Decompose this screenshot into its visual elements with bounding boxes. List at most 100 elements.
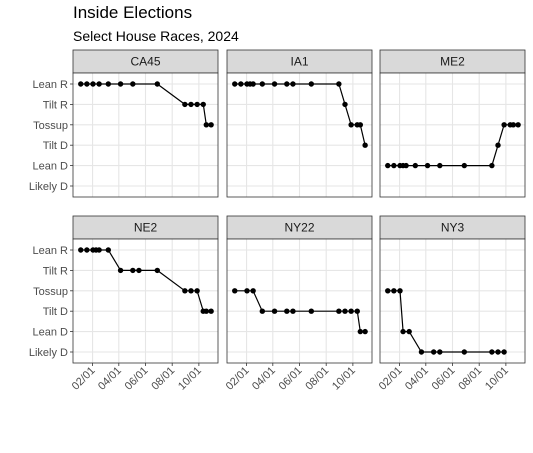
- data-point-ca45: [203, 122, 210, 128]
- data-point-ne2: [208, 308, 214, 314]
- x-tick-label: 10/01: [330, 365, 358, 393]
- facet-strip-label-ca45: CA45: [130, 55, 160, 69]
- data-point-ia1: [348, 122, 354, 128]
- data-point-ny22: [342, 308, 348, 314]
- data-point-ne2: [136, 267, 142, 274]
- y-tick-label: Lean D: [33, 327, 69, 339]
- y-tick-label: Tilt D: [43, 306, 68, 318]
- data-point-ny22: [290, 308, 296, 314]
- data-point-ia1: [290, 81, 296, 87]
- facet-strip-label-ny3: NY3: [441, 221, 465, 235]
- data-point-ny3: [495, 349, 501, 355]
- data-point-ny22: [250, 288, 256, 294]
- x-tick-label: 02/01: [70, 365, 98, 393]
- data-point-ca45: [182, 101, 188, 108]
- chart-title: Inside Elections: [73, 3, 193, 22]
- data-point-ny3: [489, 349, 495, 355]
- y-tick-label: Tilt D: [43, 140, 68, 152]
- data-point-ny3: [406, 328, 412, 335]
- y-tick-label: Lean R: [33, 245, 69, 257]
- y-tick-label: Lean R: [33, 79, 69, 91]
- data-point-me2: [403, 162, 409, 169]
- y-tick-label: Tossup: [33, 286, 68, 298]
- data-point-ia1: [238, 81, 244, 87]
- data-point-ia1: [342, 101, 348, 108]
- data-point-ca45: [90, 81, 96, 87]
- data-point-ca45: [154, 81, 161, 87]
- y-tick-label: Tossup: [33, 120, 68, 132]
- facet-strip-label-me2: ME2: [440, 55, 465, 69]
- data-point-ca45: [200, 101, 206, 108]
- x-tick-label: 06/01: [123, 365, 151, 393]
- data-point-ny22: [284, 308, 290, 314]
- data-point-ca45: [78, 81, 84, 87]
- data-point-ny3: [385, 288, 391, 294]
- data-point-ca45: [188, 101, 194, 108]
- data-point-me2: [385, 162, 391, 169]
- x-tick-label: 04/01: [403, 365, 431, 393]
- x-tick-label: 04/01: [250, 365, 278, 393]
- data-point-ne2: [117, 267, 124, 274]
- y-tick-label: Likely D: [29, 347, 68, 359]
- data-point-me2: [461, 162, 468, 169]
- x-tick-label: 02/01: [224, 365, 252, 393]
- data-point-ny3: [397, 288, 403, 294]
- data-point-ia1: [271, 81, 278, 87]
- data-point-ne2: [203, 308, 210, 314]
- x-tick-label: 06/01: [430, 365, 458, 393]
- x-tick-label: 08/01: [456, 365, 484, 393]
- data-point-ia1: [308, 81, 315, 87]
- data-point-me2: [489, 162, 495, 169]
- data-point-ca45: [208, 122, 214, 128]
- x-tick-label: 10/01: [176, 365, 204, 393]
- x-tick-label: 06/01: [277, 365, 305, 393]
- facet-strip-label-ia1: IA1: [290, 55, 308, 69]
- data-point-ne2: [130, 267, 136, 274]
- data-point-me2: [437, 162, 443, 169]
- data-point-me2: [424, 162, 431, 169]
- data-point-ny3: [437, 349, 443, 355]
- data-point-ne2: [84, 247, 90, 253]
- data-point-ny3: [501, 349, 507, 355]
- y-tick-label: Tilt R: [43, 99, 68, 111]
- panel-border-ia1: [226, 72, 373, 198]
- data-point-ia1: [259, 81, 266, 87]
- data-point-ny22: [259, 308, 266, 314]
- data-point-ny3: [430, 349, 437, 355]
- y-tick-label: Lean D: [33, 161, 69, 173]
- facet-strip-label-ny22: NY22: [284, 221, 314, 235]
- data-point-ny3: [391, 288, 397, 294]
- x-tick-label: 10/01: [483, 365, 511, 393]
- data-point-ny22: [357, 328, 364, 335]
- x-tick-label: 04/01: [96, 365, 124, 393]
- data-point-ne2: [194, 288, 200, 294]
- data-point-ny3: [461, 349, 468, 355]
- data-point-ny22: [308, 308, 315, 314]
- data-point-ne2: [154, 267, 161, 274]
- data-point-me2: [515, 122, 521, 128]
- data-point-ca45: [117, 81, 124, 87]
- data-point-ny22: [232, 288, 238, 294]
- x-tick-label: 02/01: [377, 365, 405, 393]
- data-point-ny3: [400, 328, 406, 335]
- data-point-ny22: [354, 308, 360, 314]
- data-point-ca45: [130, 81, 136, 87]
- data-point-ny22: [362, 328, 368, 335]
- data-point-ca45: [96, 81, 102, 87]
- panel-border-me2: [379, 72, 526, 198]
- x-tick-label: 08/01: [149, 365, 177, 393]
- data-point-ny22: [271, 308, 278, 314]
- data-point-ny3: [418, 349, 425, 355]
- data-point-ne2: [96, 247, 102, 253]
- data-point-me2: [391, 162, 397, 169]
- data-point-ia1: [284, 81, 290, 87]
- chart-subtitle: Select House Races, 2024: [73, 28, 239, 44]
- data-point-ne2: [188, 288, 194, 294]
- data-point-ca45: [84, 81, 90, 87]
- data-point-me2: [495, 142, 501, 148]
- data-point-ia1: [362, 142, 368, 148]
- data-point-ca45: [105, 81, 112, 87]
- data-point-ia1: [250, 81, 256, 87]
- data-point-me2: [510, 122, 517, 128]
